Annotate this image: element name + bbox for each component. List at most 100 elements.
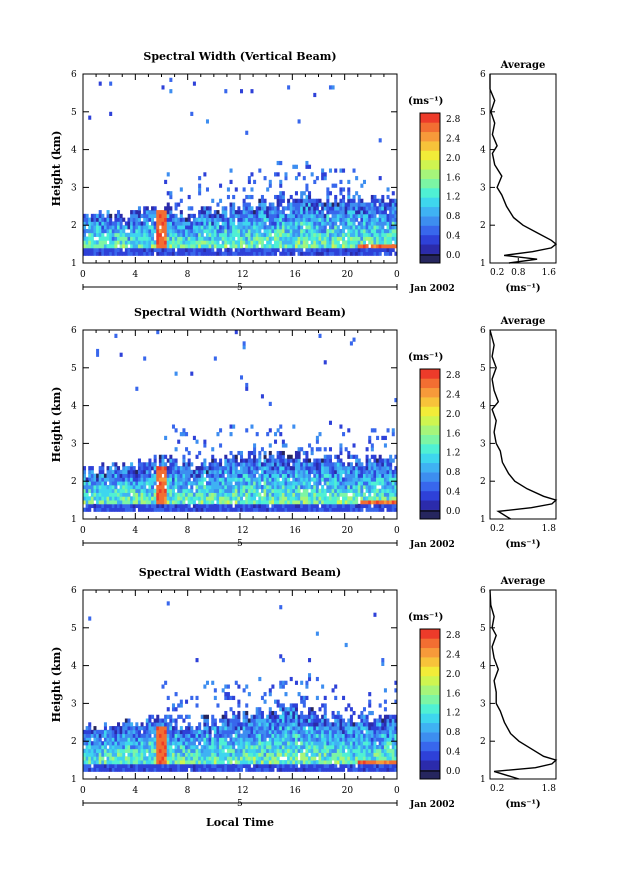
heatmap-cell — [114, 244, 118, 249]
heatmap-cell — [373, 236, 377, 241]
heatmap-cell — [292, 507, 296, 512]
heatmap-cell — [321, 503, 325, 509]
colorbar-unit: (ms⁻¹) — [408, 96, 443, 107]
heatmap-cell — [255, 710, 259, 716]
heatmap-cell — [119, 352, 123, 357]
heatmap-cell — [274, 217, 278, 222]
heatmap-cell — [200, 733, 204, 738]
heatmap-cell — [260, 484, 264, 490]
heatmap-cell — [208, 251, 212, 256]
heatmap-cell — [268, 458, 272, 463]
heatmap-cell — [143, 225, 147, 230]
heatmap-cell — [185, 763, 189, 769]
heatmap-cell — [294, 680, 298, 685]
heatmap-cell — [242, 228, 246, 234]
heatmap-cell — [268, 756, 272, 761]
heatmap-cell — [370, 462, 374, 467]
heatmap-cell — [148, 462, 152, 467]
heatmap-cell — [344, 251, 348, 256]
heatmap-cell — [177, 473, 181, 478]
heatmap-cell — [328, 458, 332, 463]
heatmap-cell — [274, 760, 278, 765]
y-tick-label: 4 — [71, 402, 77, 412]
heatmap-cell — [281, 466, 285, 471]
heatmap-cell — [370, 202, 374, 207]
heatmap-cell — [268, 202, 272, 207]
x-tick-label: 0 — [80, 270, 86, 280]
heatmap-cell — [179, 763, 183, 769]
heatmap-cell — [237, 462, 241, 467]
heatmap-cell — [360, 484, 364, 490]
heatmap-cell — [124, 726, 128, 731]
heatmap-cell — [274, 484, 278, 490]
heatmap-cell — [195, 658, 199, 663]
heatmap-cell — [250, 228, 254, 234]
heatmap-cell — [378, 236, 382, 241]
colorbar-segment — [420, 415, 440, 426]
heatmap-cell — [148, 496, 152, 501]
heatmap-cell — [310, 172, 314, 177]
heatmap-cell — [164, 760, 168, 765]
heatmap-cell — [318, 458, 322, 463]
heatmap-cell — [90, 744, 94, 750]
heatmap-cell — [305, 752, 309, 757]
heatmap-cell — [344, 503, 348, 509]
heatmap-cell — [368, 507, 372, 512]
heatmap-cell — [378, 507, 382, 512]
heatmap-cell — [321, 172, 325, 177]
heatmap-cell — [240, 744, 244, 750]
heatmap-cell — [143, 507, 147, 512]
heatmap-cell — [103, 484, 107, 490]
heatmap-cell — [101, 496, 105, 501]
heatmap-cell — [302, 462, 306, 467]
heatmap-cell — [360, 488, 364, 493]
heatmap-cell — [274, 507, 278, 512]
heatmap-cell — [274, 710, 278, 716]
heatmap-cell — [328, 462, 332, 467]
heatmap-cell — [302, 191, 306, 196]
heatmap-cell — [318, 722, 322, 727]
heatmap-cell — [279, 210, 283, 215]
heatmap-cell — [305, 236, 309, 241]
heatmap-cell — [287, 741, 291, 746]
heatmap-cell — [347, 210, 351, 215]
heatmap-cell — [140, 733, 144, 738]
heatmap-cell — [352, 225, 356, 230]
heatmap-cell — [114, 726, 118, 731]
heatmap-cell — [268, 213, 272, 219]
heatmap-cell — [279, 221, 283, 226]
heatmap-cell — [151, 492, 155, 497]
heatmap-cell — [378, 454, 382, 459]
heatmap-cell — [334, 210, 338, 215]
heatmap-cell — [211, 507, 215, 512]
heatmap-cell — [237, 714, 241, 719]
heatmap-cell — [349, 500, 353, 505]
heatmap-cell — [190, 236, 194, 241]
heatmap-cell — [357, 240, 361, 245]
heatmap-cell — [318, 496, 322, 501]
heatmap-cell — [237, 488, 241, 493]
heatmap-cell — [140, 236, 144, 241]
heatmap-cell — [268, 744, 272, 750]
heatmap-cell — [93, 221, 97, 226]
heatmap-cell — [373, 462, 377, 467]
heatmap-cell — [284, 503, 288, 509]
heatmap-cell — [323, 763, 327, 769]
heatmap-cell — [132, 763, 136, 769]
heatmap-cell — [253, 718, 257, 723]
heatmap-cell — [122, 496, 126, 501]
heatmap-cell — [315, 496, 319, 501]
heatmap-cell — [302, 210, 306, 215]
heatmap-cell — [226, 477, 230, 482]
heatmap-cell — [360, 210, 364, 215]
heatmap-cell — [203, 492, 207, 497]
heatmap-cell — [203, 503, 207, 509]
heatmap-cell — [122, 503, 126, 509]
heatmap-cell — [281, 507, 285, 512]
heatmap-cell — [284, 767, 288, 772]
heatmap-cell — [182, 232, 186, 237]
heatmap-cell — [229, 729, 233, 735]
y-tick-label: 4 — [71, 146, 77, 156]
heatmap-cell — [308, 194, 312, 200]
heatmap-cell — [130, 466, 134, 471]
